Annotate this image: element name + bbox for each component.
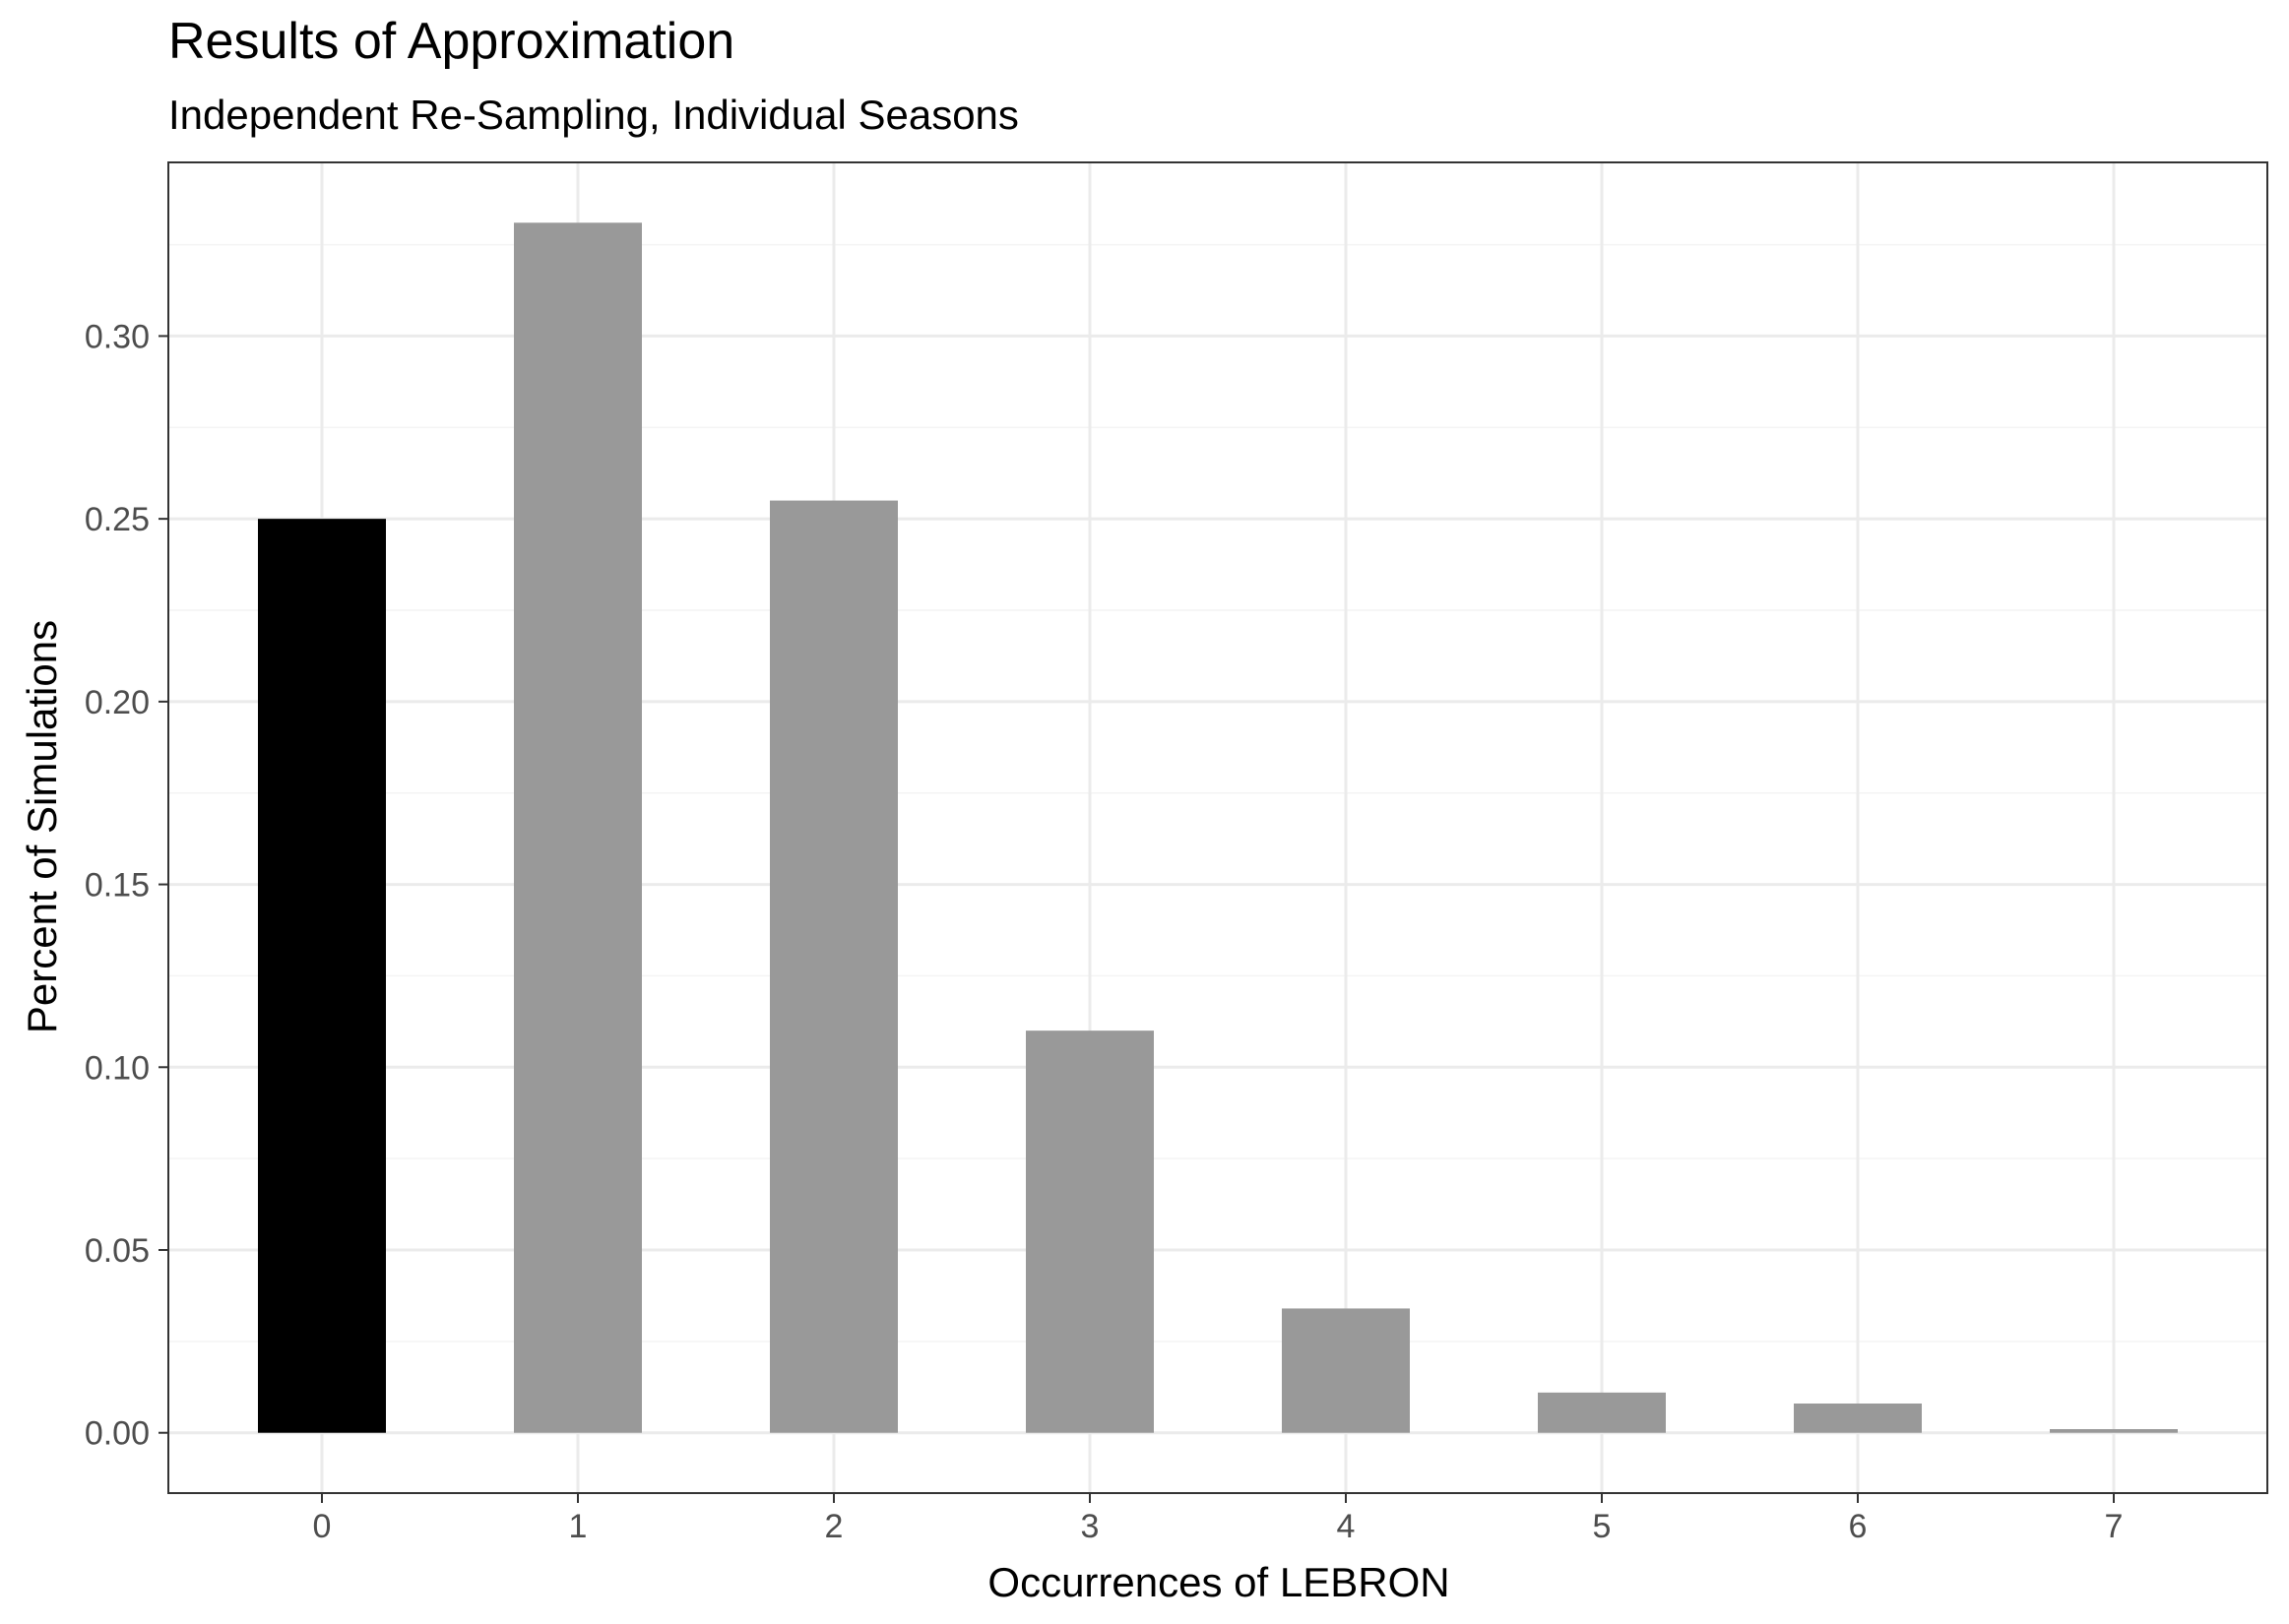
y-tick-label: 0.20 [85,684,150,721]
y-tick-label: 0.15 [85,867,150,905]
panel-border [167,161,2268,1494]
bar-2 [770,500,898,1433]
y-axis-ticks: 0.00 0.05 0.10 0.15 0.20 0.25 0.30 [85,318,168,1453]
x-tick-label: 7 [2105,1508,2124,1545]
chart-subtitle: Independent Re-Sampling, Individual Seas… [168,92,1019,138]
x-tick-label: 3 [1081,1508,1100,1545]
bar-6 [1794,1404,1922,1433]
x-tick-label: 5 [1593,1508,1612,1545]
x-axis-title: Occurrences of LEBRON [987,1559,1449,1605]
x-tick-label: 4 [1337,1508,1356,1545]
y-axis-title: Percent of Simulations [19,620,65,1033]
x-axis-ticks: 0 1 2 3 4 5 6 7 [313,1493,2124,1545]
x-tick-label: 1 [569,1508,588,1545]
bar-4 [1282,1308,1410,1433]
chart-title: Results of Approximation [168,13,734,70]
bar-5 [1538,1392,1666,1433]
x-tick-label: 6 [1849,1508,1868,1545]
bars [258,222,2178,1433]
bar-3 [1026,1031,1154,1433]
y-tick-label: 0.00 [85,1415,150,1453]
x-tick-label: 0 [313,1508,332,1545]
y-tick-label: 0.30 [85,318,150,355]
x-tick-label: 2 [825,1508,844,1545]
y-tick-label: 0.10 [85,1049,150,1087]
bar-7 [2050,1429,2178,1433]
bar-1 [514,222,642,1433]
y-tick-label: 0.05 [85,1232,150,1270]
bar-0 [258,519,386,1433]
gridlines [168,162,2267,1493]
y-tick-label: 0.25 [85,501,150,538]
